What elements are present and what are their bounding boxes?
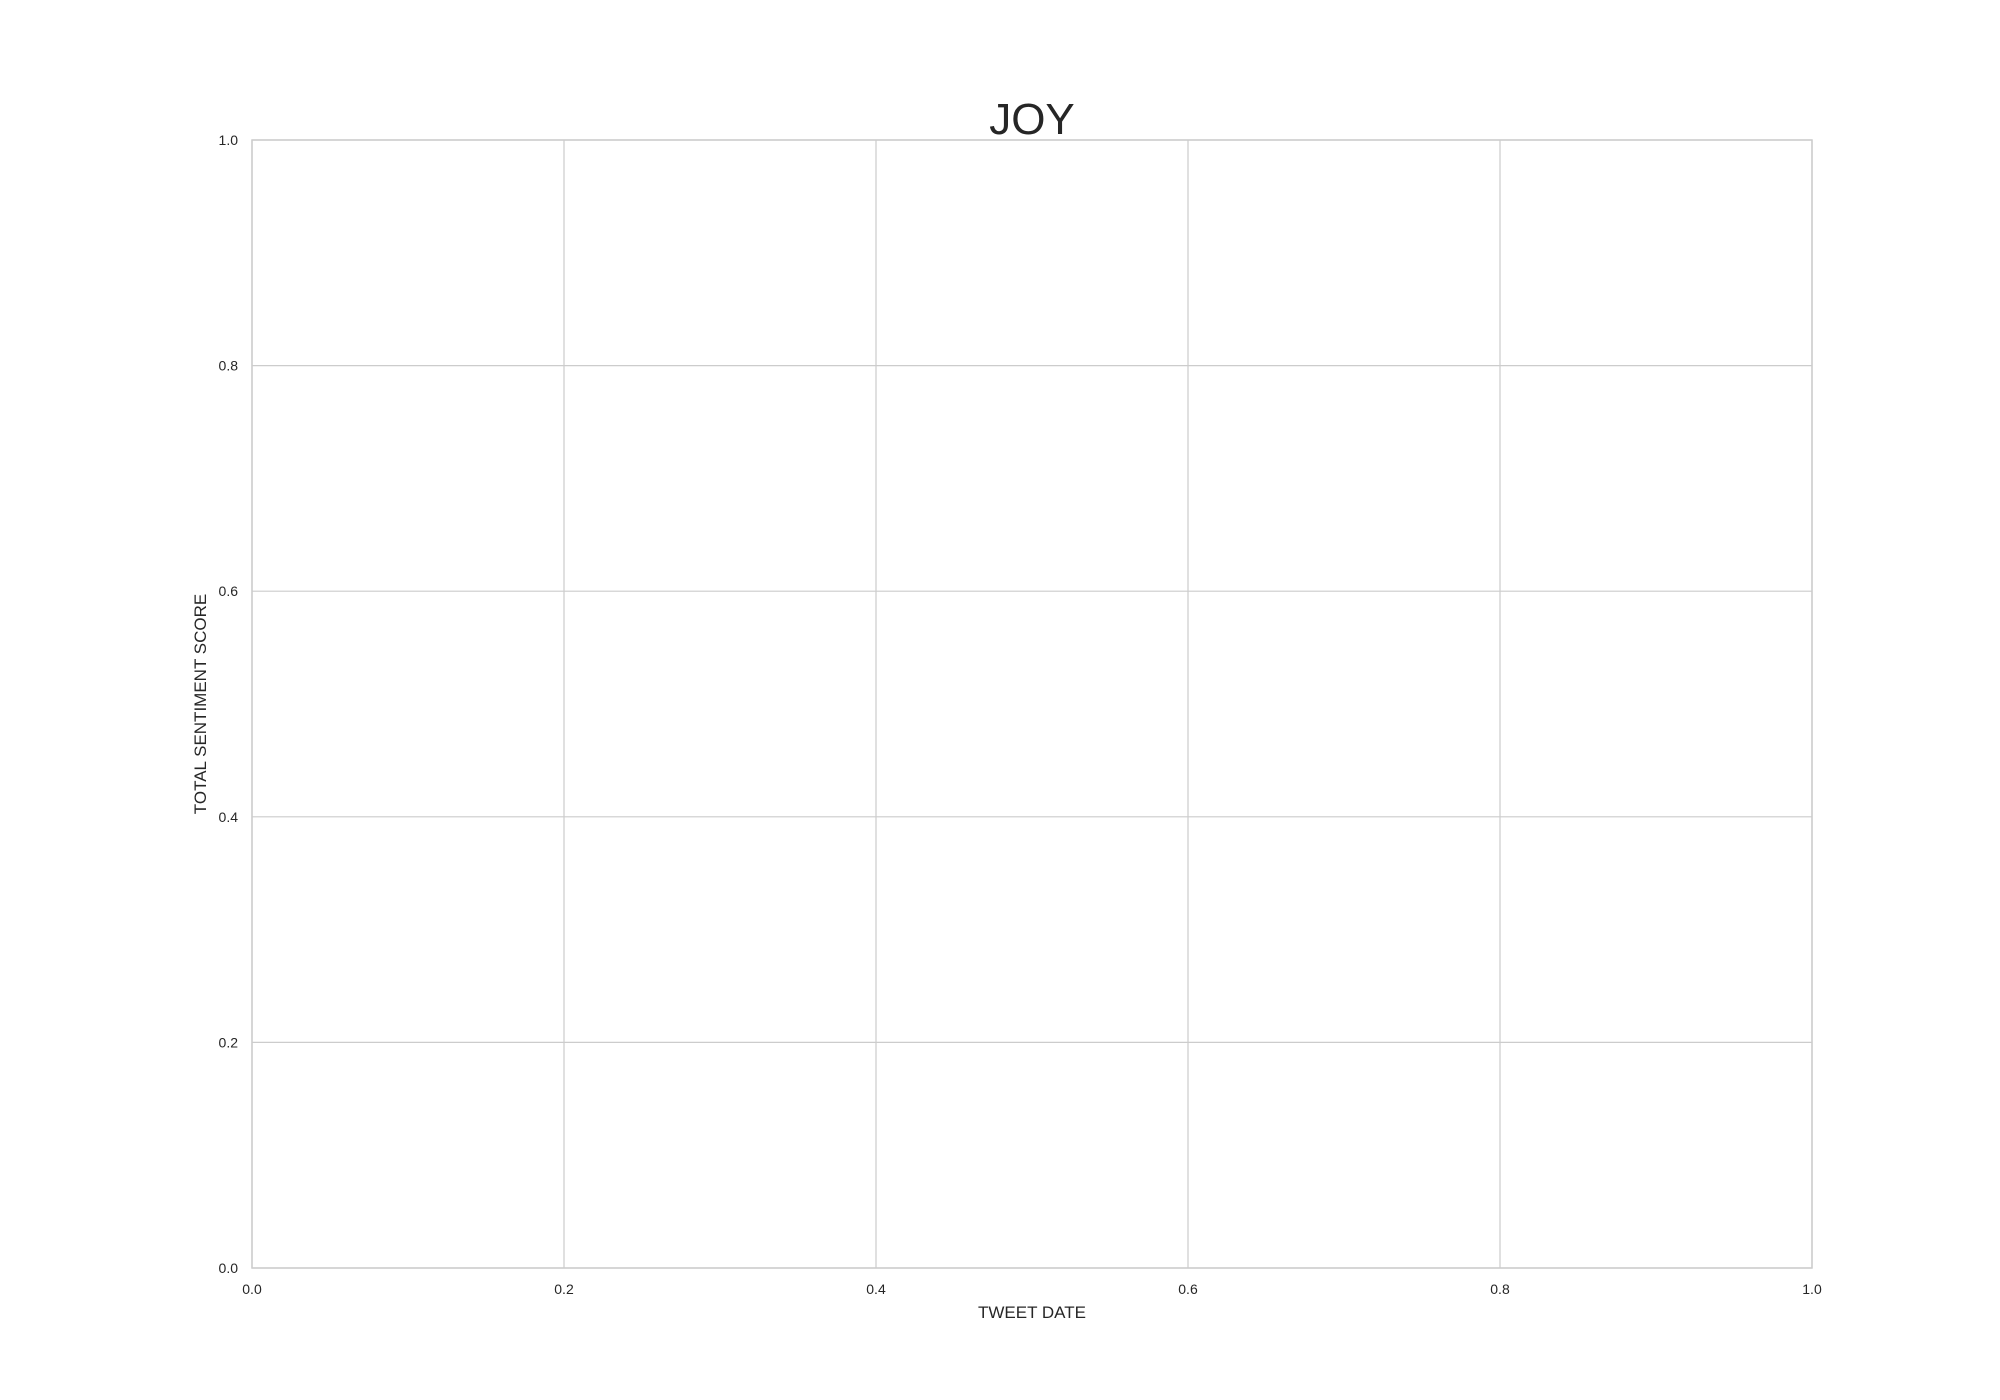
y-tick-label: 1.0 bbox=[219, 132, 239, 148]
x-tick-label: 0.8 bbox=[1490, 1281, 1510, 1297]
y-axis-label: TOTAL SENTIMENT SCORE bbox=[191, 594, 210, 814]
chart-title: JOY bbox=[989, 95, 1075, 144]
y-tick-label: 0.2 bbox=[219, 1034, 239, 1050]
axes-frame bbox=[251, 139, 1813, 1269]
y-axis-ticks: 0.0 0.2 0.4 0.6 0.8 1.0 bbox=[219, 132, 239, 1276]
plot-area bbox=[251, 139, 1813, 1269]
y-tick-label: 0.0 bbox=[219, 1260, 239, 1276]
y-tick-label: 0.8 bbox=[219, 358, 239, 374]
x-tick-label: 1.0 bbox=[1802, 1281, 1822, 1297]
x-tick-label: 0.4 bbox=[866, 1281, 886, 1297]
x-tick-label: 0.6 bbox=[1178, 1281, 1198, 1297]
x-tick-label: 0.2 bbox=[554, 1281, 574, 1297]
x-axis-label: TWEET DATE bbox=[978, 1303, 1086, 1322]
x-axis-ticks: 0.0 0.2 0.4 0.6 0.8 1.0 bbox=[242, 1281, 1822, 1297]
axes-background bbox=[252, 140, 1812, 1268]
x-tick-label: 0.0 bbox=[242, 1281, 262, 1297]
y-tick-label: 0.4 bbox=[219, 809, 239, 825]
y-tick-label: 0.6 bbox=[219, 583, 239, 599]
